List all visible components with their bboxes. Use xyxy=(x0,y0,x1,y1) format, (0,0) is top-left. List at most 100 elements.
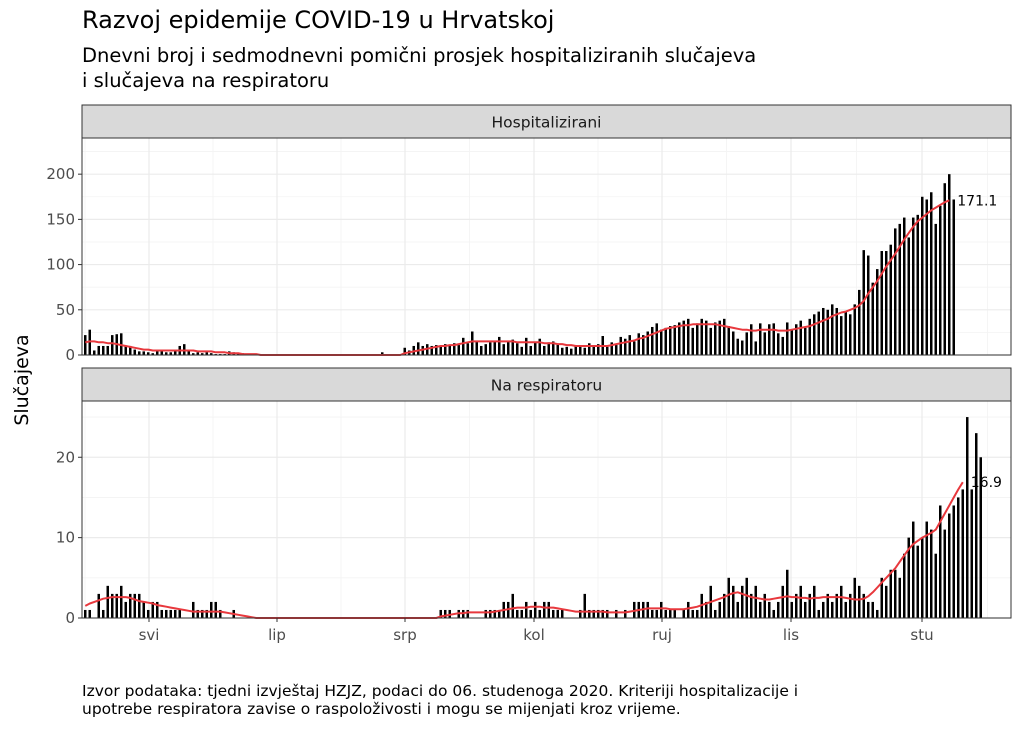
data-bar xyxy=(705,601,708,618)
data-bar xyxy=(529,345,532,355)
data-bar xyxy=(466,609,469,618)
data-bar xyxy=(651,609,654,618)
data-bar xyxy=(133,593,136,618)
data-bar xyxy=(120,585,123,618)
data-bar xyxy=(484,344,487,355)
data-bar xyxy=(471,331,474,355)
data-bar xyxy=(867,255,870,355)
data-bar xyxy=(885,251,888,355)
data-bar xyxy=(871,601,874,618)
data-bar xyxy=(853,304,856,355)
data-bar xyxy=(633,341,636,355)
data-bar xyxy=(556,609,559,618)
data-bar xyxy=(795,324,798,355)
y-tick-label: 100 xyxy=(46,256,75,274)
data-bar xyxy=(84,335,87,355)
data-bar xyxy=(552,341,555,355)
data-bar xyxy=(844,311,847,355)
data-bar xyxy=(835,307,838,355)
data-bar xyxy=(561,609,564,618)
data-bar xyxy=(880,577,883,618)
data-bar xyxy=(529,609,532,618)
data-bar xyxy=(592,609,595,618)
data-bar xyxy=(939,205,942,355)
data-bar xyxy=(691,327,694,355)
data-bar xyxy=(93,350,96,355)
data-bar xyxy=(624,338,627,355)
data-bar xyxy=(952,505,955,618)
data-bar xyxy=(115,593,118,618)
data-bar xyxy=(615,609,618,618)
data-bar xyxy=(763,332,766,355)
data-bar xyxy=(187,350,190,355)
data-bar xyxy=(943,183,946,355)
data-bar xyxy=(493,341,496,355)
data-bar xyxy=(129,345,132,355)
data-bar xyxy=(574,345,577,355)
data-bar xyxy=(219,609,222,618)
faceted-bar-chart: Slučajeva Hospitalizirani171.10501001502… xyxy=(11,104,1012,644)
y-tick-label: 0 xyxy=(65,609,75,627)
data-bar xyxy=(439,609,442,618)
data-bar xyxy=(556,344,559,355)
data-bar xyxy=(588,609,591,618)
y-tick-label: 150 xyxy=(46,210,75,228)
data-bar xyxy=(808,318,811,355)
data-bar xyxy=(205,352,208,355)
data-bar xyxy=(714,609,717,618)
data-bar xyxy=(745,577,748,618)
data-bar xyxy=(831,601,834,618)
data-bar xyxy=(403,347,406,355)
data-bar xyxy=(858,585,861,618)
data-bar xyxy=(763,593,766,618)
data-bar xyxy=(822,307,825,355)
data-bar xyxy=(664,327,667,355)
data-bar xyxy=(520,609,523,618)
data-bar xyxy=(790,601,793,618)
data-bar xyxy=(583,593,586,618)
facet-strip xyxy=(81,367,1012,402)
data-bar xyxy=(97,593,100,618)
data-bar xyxy=(106,345,109,355)
data-bar xyxy=(138,351,141,355)
data-bar xyxy=(687,601,690,618)
data-bar xyxy=(880,251,883,355)
data-bar xyxy=(507,340,510,355)
moving-average-line xyxy=(85,199,950,356)
data-bar xyxy=(939,505,942,618)
data-bar xyxy=(844,601,847,618)
data-bar xyxy=(480,345,483,355)
data-bar xyxy=(799,320,802,355)
data-bar xyxy=(642,335,645,355)
data-bar xyxy=(147,352,150,355)
data-bar xyxy=(516,343,519,355)
data-bar xyxy=(520,346,523,355)
data-bar xyxy=(948,174,951,355)
data-bar xyxy=(660,601,663,618)
data-bar xyxy=(750,593,753,618)
data-bar xyxy=(106,585,109,618)
data-bar xyxy=(435,345,438,355)
data-bar xyxy=(597,344,600,355)
data-bar xyxy=(804,327,807,355)
data-bar xyxy=(597,609,600,618)
data-bar xyxy=(925,199,928,355)
data-bar xyxy=(637,333,640,355)
data-bar xyxy=(462,337,465,355)
data-bar xyxy=(808,593,811,618)
data-bar xyxy=(849,593,852,618)
data-bar xyxy=(849,314,852,355)
data-bar xyxy=(700,318,703,355)
data-bar xyxy=(111,335,114,355)
data-bar xyxy=(669,609,672,618)
data-bar xyxy=(777,333,780,355)
data-bar xyxy=(673,609,676,618)
data-bar xyxy=(898,223,901,355)
data-bar xyxy=(655,323,658,355)
subtitle-line-2: i slučajeva na respiratoru xyxy=(82,69,330,92)
x-tick-label: ruj xyxy=(652,626,672,644)
panel-border xyxy=(81,137,1012,356)
data-bar xyxy=(817,609,820,618)
data-bar xyxy=(894,228,897,355)
data-bar xyxy=(907,537,910,618)
